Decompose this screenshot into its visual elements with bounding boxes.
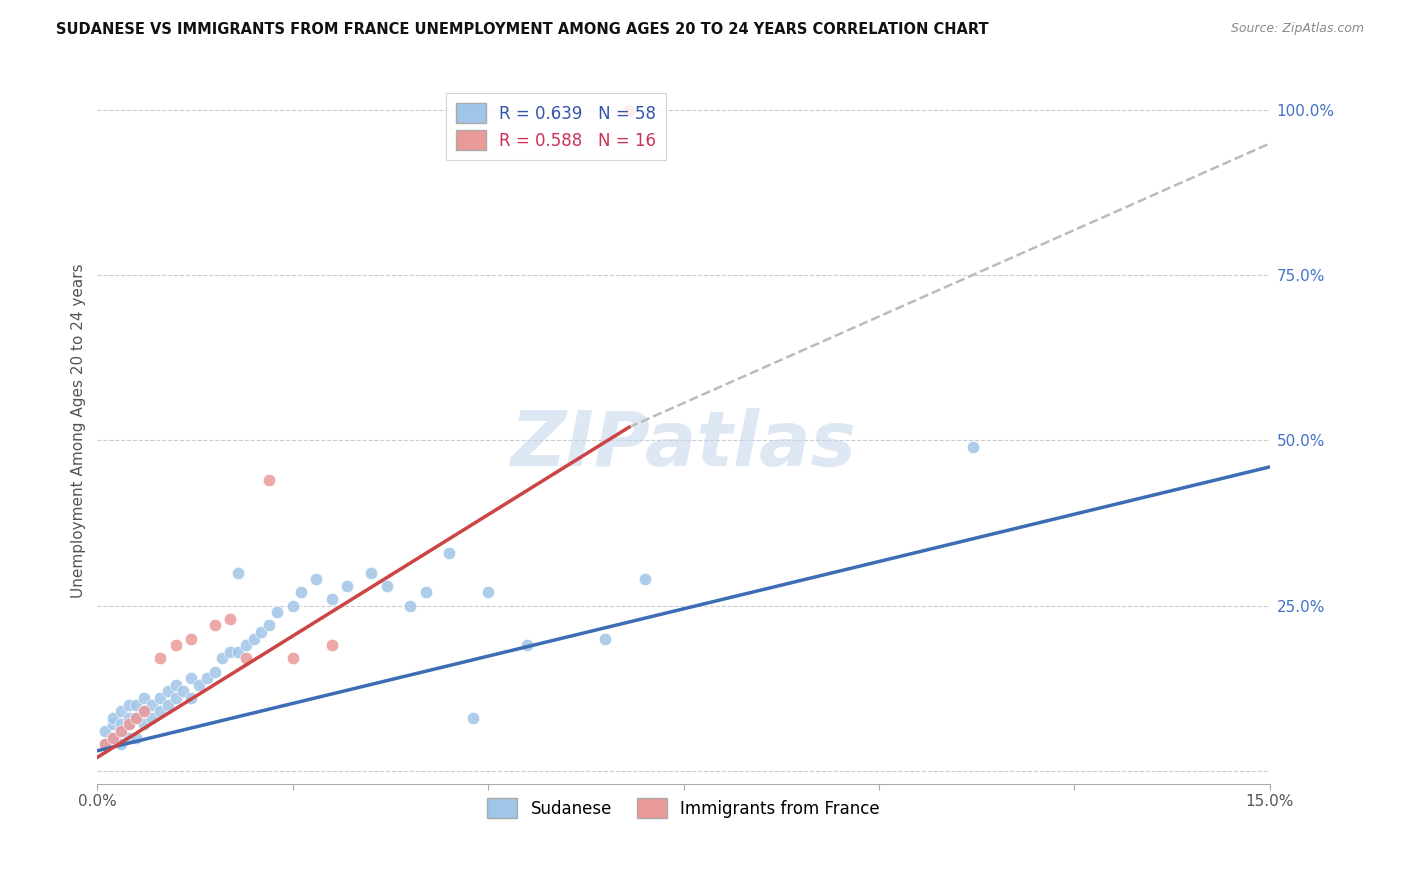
Point xyxy=(110,723,132,738)
Text: Source: ZipAtlas.com: Source: ZipAtlas.com xyxy=(1230,22,1364,36)
Point xyxy=(141,698,163,712)
Point xyxy=(165,690,187,705)
Point xyxy=(125,711,148,725)
Point xyxy=(415,585,437,599)
Point xyxy=(125,711,148,725)
Point xyxy=(219,612,242,626)
Point xyxy=(141,711,163,725)
Point xyxy=(226,566,249,580)
Point xyxy=(617,103,640,118)
Point xyxy=(321,591,343,606)
Point xyxy=(281,651,304,665)
Point xyxy=(156,684,179,698)
Point xyxy=(259,618,281,632)
Point xyxy=(633,572,655,586)
Point xyxy=(165,638,187,652)
Point xyxy=(134,717,156,731)
Text: SUDANESE VS IMMIGRANTS FROM FRANCE UNEMPLOYMENT AMONG AGES 20 TO 24 YEARS CORREL: SUDANESE VS IMMIGRANTS FROM FRANCE UNEMP… xyxy=(56,22,988,37)
Point xyxy=(149,704,172,718)
Point xyxy=(595,632,617,646)
Point xyxy=(281,599,304,613)
Point xyxy=(250,624,273,639)
Point xyxy=(477,585,499,599)
Point xyxy=(195,671,218,685)
Point xyxy=(117,731,139,745)
Point xyxy=(149,690,172,705)
Point xyxy=(336,579,359,593)
Point xyxy=(399,599,422,613)
Point xyxy=(211,651,233,665)
Y-axis label: Unemployment Among Ages 20 to 24 years: Unemployment Among Ages 20 to 24 years xyxy=(72,263,86,598)
Point xyxy=(101,731,124,745)
Point xyxy=(290,585,312,599)
Point xyxy=(101,717,124,731)
Point xyxy=(962,440,984,454)
Point xyxy=(305,572,328,586)
Point xyxy=(437,546,460,560)
Point xyxy=(110,737,132,751)
Point xyxy=(188,678,211,692)
Point xyxy=(110,717,132,731)
Point xyxy=(125,698,148,712)
Point xyxy=(219,645,242,659)
Point xyxy=(149,651,172,665)
Point xyxy=(117,717,139,731)
Point xyxy=(461,711,484,725)
Point xyxy=(180,671,202,685)
Point xyxy=(172,684,194,698)
Point xyxy=(134,704,156,718)
Point xyxy=(235,651,257,665)
Point xyxy=(94,737,117,751)
Point xyxy=(117,717,139,731)
Point xyxy=(101,711,124,725)
Point xyxy=(375,579,398,593)
Point xyxy=(94,723,117,738)
Point xyxy=(117,698,139,712)
Point xyxy=(242,632,264,646)
Point xyxy=(204,665,226,679)
Point xyxy=(180,632,202,646)
Point xyxy=(134,690,156,705)
Point xyxy=(516,638,538,652)
Point xyxy=(117,711,139,725)
Point xyxy=(321,638,343,652)
Point xyxy=(259,473,281,487)
Point xyxy=(204,618,226,632)
Point xyxy=(101,731,124,745)
Legend: Sudanese, Immigrants from France: Sudanese, Immigrants from France xyxy=(481,791,887,825)
Point xyxy=(180,690,202,705)
Point xyxy=(226,645,249,659)
Point xyxy=(360,566,382,580)
Point xyxy=(125,731,148,745)
Point xyxy=(165,678,187,692)
Point xyxy=(156,698,179,712)
Point xyxy=(235,638,257,652)
Point xyxy=(266,605,288,619)
Point xyxy=(94,737,117,751)
Text: ZIPatlas: ZIPatlas xyxy=(510,408,856,482)
Point xyxy=(110,723,132,738)
Point xyxy=(110,704,132,718)
Point xyxy=(134,704,156,718)
